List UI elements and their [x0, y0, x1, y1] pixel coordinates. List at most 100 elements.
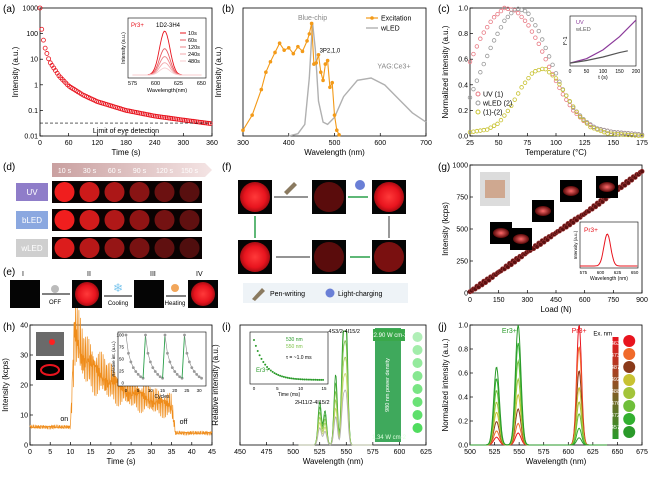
a-inset-xtick-1: 600: [151, 81, 160, 87]
i-inset-point: [258, 354, 261, 357]
i-xtick-label-0: 450: [234, 449, 246, 456]
b-xtick-label-2: 500: [329, 140, 341, 147]
j-ex-label-7: 457: [611, 425, 620, 431]
c-series-2-point: [512, 97, 517, 102]
j-ex-label-4: 488: [611, 389, 620, 395]
c-xlabel: Temperature (°C): [525, 148, 587, 157]
c-series-1-point: [509, 10, 514, 16]
c-ytick-label-5: 1.0: [458, 6, 468, 13]
b-legend-marker-excitation: [370, 16, 374, 20]
a-point: [163, 115, 168, 120]
g-press-sample: [485, 180, 505, 198]
d-cell-disk: [54, 182, 75, 202]
i-xtick-label-1: 475: [261, 449, 273, 456]
c-inset-xlabel: t (s): [598, 75, 608, 81]
h-inset-point: [200, 376, 203, 380]
off-label: OFF: [49, 300, 61, 306]
a-point: [182, 117, 187, 123]
c-series-0-point: [498, 8, 504, 14]
b-excitation-point: [259, 87, 264, 92]
c-series-2-point: [567, 98, 572, 104]
c-series-2-point: [495, 121, 500, 127]
i-inset-frame: [249, 331, 329, 385]
panel-label-g: (g): [438, 162, 450, 173]
a-point: [166, 115, 172, 121]
b-annotation-3p: 3P2,1,0: [320, 48, 341, 54]
g-inset-xlabel: Wavelength (nm): [590, 276, 628, 282]
b-excitation-point: [264, 70, 268, 74]
i-power-label: 980 nm power density: [385, 358, 391, 412]
c-series-1-point: [536, 28, 541, 34]
a-point: [154, 113, 160, 119]
step-label-4: IV: [196, 271, 203, 278]
h-inset-ytick-4: 100: [116, 333, 124, 338]
a-inset-xtick-2: 625: [174, 81, 183, 87]
i-inset-point: [288, 377, 291, 380]
c-series-0-point: [522, 18, 528, 23]
g-xtick-label-3: 450: [550, 297, 562, 304]
c-series-0-point: [546, 64, 552, 70]
h-inset-ytick-3: 75: [119, 345, 125, 350]
g-glow-spot-4: [513, 234, 529, 244]
c-series-1-point: [498, 25, 504, 30]
j-ytick-label-2: 0.4: [458, 395, 468, 402]
c-series-1-point: [488, 45, 493, 51]
j-glow-dot-4: [623, 387, 636, 399]
i-inset-point: [286, 376, 289, 379]
h-inset-point: [124, 333, 128, 337]
i-glow-spot-6: [412, 410, 423, 420]
step-label-1: I: [22, 271, 24, 278]
d-cell-disk: [154, 182, 175, 202]
h-ytick-label-4: 40: [20, 323, 28, 330]
h-xtick-label-2: 10: [67, 449, 75, 456]
h-photo-bottom-glow: [40, 364, 60, 376]
i-inset-point: [269, 369, 272, 372]
d-time-label-5: 150 s: [181, 168, 199, 175]
c-inset-xtick-2: 100: [599, 69, 608, 75]
i-inset-point: [307, 378, 310, 381]
j-xtick-label-6: 650: [612, 449, 624, 456]
b-xtick-label-4: 700: [420, 140, 432, 147]
f-cell-tl-disk: [240, 182, 270, 212]
c-series-2-point: [529, 71, 535, 76]
i-inset-point: [279, 374, 282, 377]
i-inset-point: [295, 377, 298, 380]
g-ytick-label-1: 250: [456, 259, 468, 266]
c-series-1-point: [474, 78, 480, 83]
j-ytick-label-3: 0.6: [458, 371, 468, 378]
b-xtick-label-1: 400: [283, 140, 295, 147]
b-excitation-point: [334, 128, 339, 132]
d-cell-disk: [104, 182, 125, 202]
c-series-2-point: [557, 81, 562, 87]
g-glow-spot-2: [535, 206, 551, 216]
c-series-1-point: [553, 71, 559, 76]
i-inset-xtick-1: 5: [276, 386, 279, 391]
i-inset-point: [260, 357, 263, 360]
i-power-top: 22.90 W cm-2: [370, 333, 408, 339]
c-series-1-point: [540, 37, 545, 42]
a-point: [180, 117, 186, 123]
h-inset-ytick-0: 0: [121, 381, 124, 386]
i-inset-point: [292, 377, 295, 380]
panel-label-d: (d): [3, 162, 15, 173]
c-series-1-point: [526, 11, 531, 16]
c-series-2-point: [571, 104, 576, 109]
heating-hand-icon: [171, 284, 179, 292]
a-ytick-label-1: 0.1: [28, 108, 38, 115]
d-cell-disk: [104, 210, 125, 230]
a-point: [161, 114, 167, 120]
a-xlabel: Time (s): [111, 148, 140, 157]
a-threshold-label: Limit of eye detection: [93, 128, 159, 135]
a-inset-legend-3: 240s: [188, 52, 200, 58]
j-ex-label-2: 487: [611, 365, 620, 371]
i-inset-point: [262, 361, 265, 364]
d-cell-disk: [79, 238, 100, 258]
a-xtick-label-3: 180: [120, 140, 132, 147]
i-glow-spot-5: [412, 397, 423, 407]
j-xlabel: Wavelength (nm): [526, 457, 587, 466]
light-icon: [355, 180, 365, 190]
h-inset-point: [129, 360, 133, 364]
c-series-2-point: [502, 113, 507, 118]
g-glow-spot-3: [493, 228, 509, 238]
